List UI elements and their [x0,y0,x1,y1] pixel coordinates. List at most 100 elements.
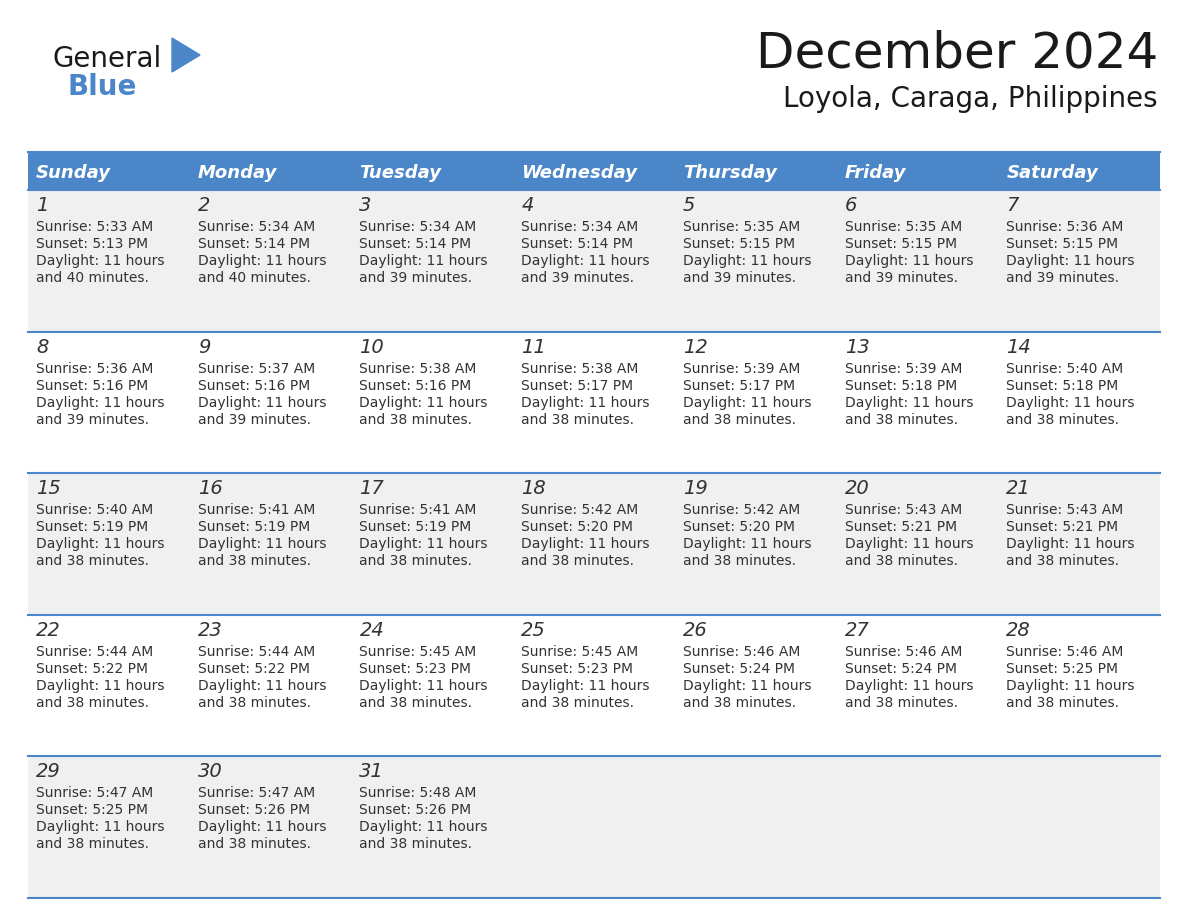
Text: Daylight: 11 hours: Daylight: 11 hours [683,254,811,268]
Text: Daylight: 11 hours: Daylight: 11 hours [360,537,488,551]
Text: 14: 14 [1006,338,1031,356]
Text: Sunrise: 5:46 AM: Sunrise: 5:46 AM [683,644,801,659]
Text: Sunset: 5:15 PM: Sunset: 5:15 PM [1006,237,1118,251]
Bar [675,152,836,190]
Text: 8: 8 [36,338,49,356]
Text: Sunrise: 5:34 AM: Sunrise: 5:34 AM [522,220,638,234]
Text: Sunset: 5:22 PM: Sunset: 5:22 PM [197,662,310,676]
Text: Daylight: 11 hours: Daylight: 11 hours [683,396,811,409]
Text: Daylight: 11 hours: Daylight: 11 hours [1006,396,1135,409]
Text: Saturday: Saturday [1006,164,1098,182]
Text: Sunrise: 5:34 AM: Sunrise: 5:34 AM [197,220,315,234]
Text: Sunrise: 5:35 AM: Sunrise: 5:35 AM [845,220,962,234]
Text: Daylight: 11 hours: Daylight: 11 hours [197,821,327,834]
Text: 20: 20 [845,479,870,498]
Text: Daylight: 11 hours: Daylight: 11 hours [522,678,650,693]
Text: 27: 27 [845,621,870,640]
Bar [190,152,352,190]
Bar [29,615,1159,756]
Text: General: General [52,45,162,73]
Text: 1: 1 [36,196,49,215]
Text: Sunrise: 5:41 AM: Sunrise: 5:41 AM [197,503,315,517]
Bar [29,152,190,190]
Text: and 38 minutes.: and 38 minutes. [36,696,148,710]
Text: Sunset: 5:24 PM: Sunset: 5:24 PM [683,662,795,676]
Text: Daylight: 11 hours: Daylight: 11 hours [360,678,488,693]
Text: 28: 28 [1006,621,1031,640]
Bar [998,152,1159,190]
Text: Daylight: 11 hours: Daylight: 11 hours [845,678,973,693]
Text: Sunset: 5:26 PM: Sunset: 5:26 PM [197,803,310,817]
Text: Sunrise: 5:36 AM: Sunrise: 5:36 AM [1006,220,1124,234]
Bar [29,756,1159,898]
Text: Daylight: 11 hours: Daylight: 11 hours [1006,678,1135,693]
Text: Sunrise: 5:39 AM: Sunrise: 5:39 AM [845,362,962,375]
Text: Loyola, Caraga, Philippines: Loyola, Caraga, Philippines [783,85,1158,113]
Text: 16: 16 [197,479,222,498]
Bar [29,190,1159,331]
Text: December 2024: December 2024 [756,30,1158,78]
Text: Sunrise: 5:46 AM: Sunrise: 5:46 AM [845,644,962,659]
Text: Sunset: 5:16 PM: Sunset: 5:16 PM [36,378,148,393]
Text: Sunset: 5:15 PM: Sunset: 5:15 PM [683,237,795,251]
Text: and 38 minutes.: and 38 minutes. [36,837,148,851]
Text: and 40 minutes.: and 40 minutes. [197,271,310,285]
Text: and 38 minutes.: and 38 minutes. [845,412,958,427]
Text: and 39 minutes.: and 39 minutes. [36,412,148,427]
Text: Sunrise: 5:36 AM: Sunrise: 5:36 AM [36,362,153,375]
Bar [513,152,675,190]
Text: 21: 21 [1006,479,1031,498]
Text: 4: 4 [522,196,533,215]
Text: and 38 minutes.: and 38 minutes. [522,554,634,568]
Text: 13: 13 [845,338,870,356]
Bar [29,331,1159,473]
Text: Sunrise: 5:38 AM: Sunrise: 5:38 AM [360,362,476,375]
Text: and 38 minutes.: and 38 minutes. [683,554,796,568]
Text: Daylight: 11 hours: Daylight: 11 hours [36,821,164,834]
Text: Sunrise: 5:45 AM: Sunrise: 5:45 AM [360,644,476,659]
Text: Sunday: Sunday [36,164,110,182]
Text: and 38 minutes.: and 38 minutes. [360,696,473,710]
Text: Sunrise: 5:42 AM: Sunrise: 5:42 AM [522,503,638,517]
Text: and 39 minutes.: and 39 minutes. [197,412,311,427]
Text: Sunset: 5:24 PM: Sunset: 5:24 PM [845,662,956,676]
Text: 7: 7 [1006,196,1018,215]
Text: 25: 25 [522,621,546,640]
Text: Daylight: 11 hours: Daylight: 11 hours [197,537,327,551]
Text: and 38 minutes.: and 38 minutes. [36,554,148,568]
Text: Sunset: 5:25 PM: Sunset: 5:25 PM [36,803,148,817]
Text: Daylight: 11 hours: Daylight: 11 hours [36,678,164,693]
Text: and 39 minutes.: and 39 minutes. [360,271,473,285]
Text: Sunset: 5:22 PM: Sunset: 5:22 PM [36,662,148,676]
Text: Daylight: 11 hours: Daylight: 11 hours [845,254,973,268]
Text: and 38 minutes.: and 38 minutes. [845,554,958,568]
Text: Sunset: 5:19 PM: Sunset: 5:19 PM [36,521,148,534]
Text: 15: 15 [36,479,61,498]
Text: and 38 minutes.: and 38 minutes. [1006,412,1119,427]
Text: 6: 6 [845,196,857,215]
Text: Sunset: 5:18 PM: Sunset: 5:18 PM [845,378,956,393]
Text: Sunset: 5:17 PM: Sunset: 5:17 PM [683,378,795,393]
Text: and 38 minutes.: and 38 minutes. [1006,696,1119,710]
Text: and 38 minutes.: and 38 minutes. [197,554,311,568]
Text: Sunrise: 5:42 AM: Sunrise: 5:42 AM [683,503,800,517]
Text: and 39 minutes.: and 39 minutes. [845,271,958,285]
Text: and 38 minutes.: and 38 minutes. [683,696,796,710]
Text: Daylight: 11 hours: Daylight: 11 hours [1006,537,1135,551]
Text: Sunset: 5:16 PM: Sunset: 5:16 PM [360,378,472,393]
Text: Daylight: 11 hours: Daylight: 11 hours [1006,254,1135,268]
Text: Sunset: 5:14 PM: Sunset: 5:14 PM [360,237,472,251]
Text: Sunrise: 5:38 AM: Sunrise: 5:38 AM [522,362,638,375]
Text: 30: 30 [197,763,222,781]
Text: Monday: Monday [197,164,277,182]
Text: Sunrise: 5:40 AM: Sunrise: 5:40 AM [36,503,153,517]
Text: Sunset: 5:13 PM: Sunset: 5:13 PM [36,237,148,251]
Text: Daylight: 11 hours: Daylight: 11 hours [360,254,488,268]
Text: Sunset: 5:17 PM: Sunset: 5:17 PM [522,378,633,393]
Bar [836,152,998,190]
Text: 23: 23 [197,621,222,640]
Text: Sunset: 5:23 PM: Sunset: 5:23 PM [522,662,633,676]
Text: and 39 minutes.: and 39 minutes. [683,271,796,285]
Text: and 38 minutes.: and 38 minutes. [197,837,311,851]
Text: Daylight: 11 hours: Daylight: 11 hours [845,396,973,409]
